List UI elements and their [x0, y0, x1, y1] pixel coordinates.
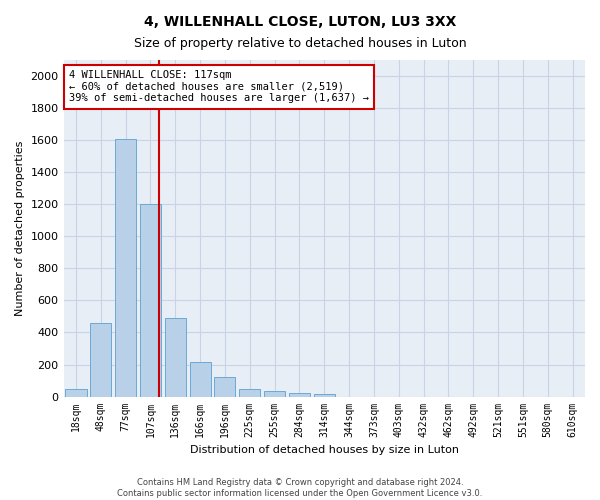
Text: 4, WILLENHALL CLOSE, LUTON, LU3 3XX: 4, WILLENHALL CLOSE, LUTON, LU3 3XX — [144, 15, 456, 29]
Bar — [239, 388, 260, 396]
Bar — [289, 393, 310, 396]
Text: Size of property relative to detached houses in Luton: Size of property relative to detached ho… — [134, 38, 466, 51]
Bar — [264, 391, 285, 396]
Bar — [314, 394, 335, 396]
Bar — [214, 376, 235, 396]
Bar — [90, 323, 112, 396]
Bar — [115, 138, 136, 396]
Text: 4 WILLENHALL CLOSE: 117sqm
← 60% of detached houses are smaller (2,519)
39% of s: 4 WILLENHALL CLOSE: 117sqm ← 60% of deta… — [69, 70, 369, 103]
X-axis label: Distribution of detached houses by size in Luton: Distribution of detached houses by size … — [190, 445, 459, 455]
Bar — [65, 390, 86, 396]
Text: Contains HM Land Registry data © Crown copyright and database right 2024.
Contai: Contains HM Land Registry data © Crown c… — [118, 478, 482, 498]
Bar — [140, 204, 161, 396]
Bar — [165, 318, 186, 396]
Bar — [190, 362, 211, 396]
Y-axis label: Number of detached properties: Number of detached properties — [15, 140, 25, 316]
